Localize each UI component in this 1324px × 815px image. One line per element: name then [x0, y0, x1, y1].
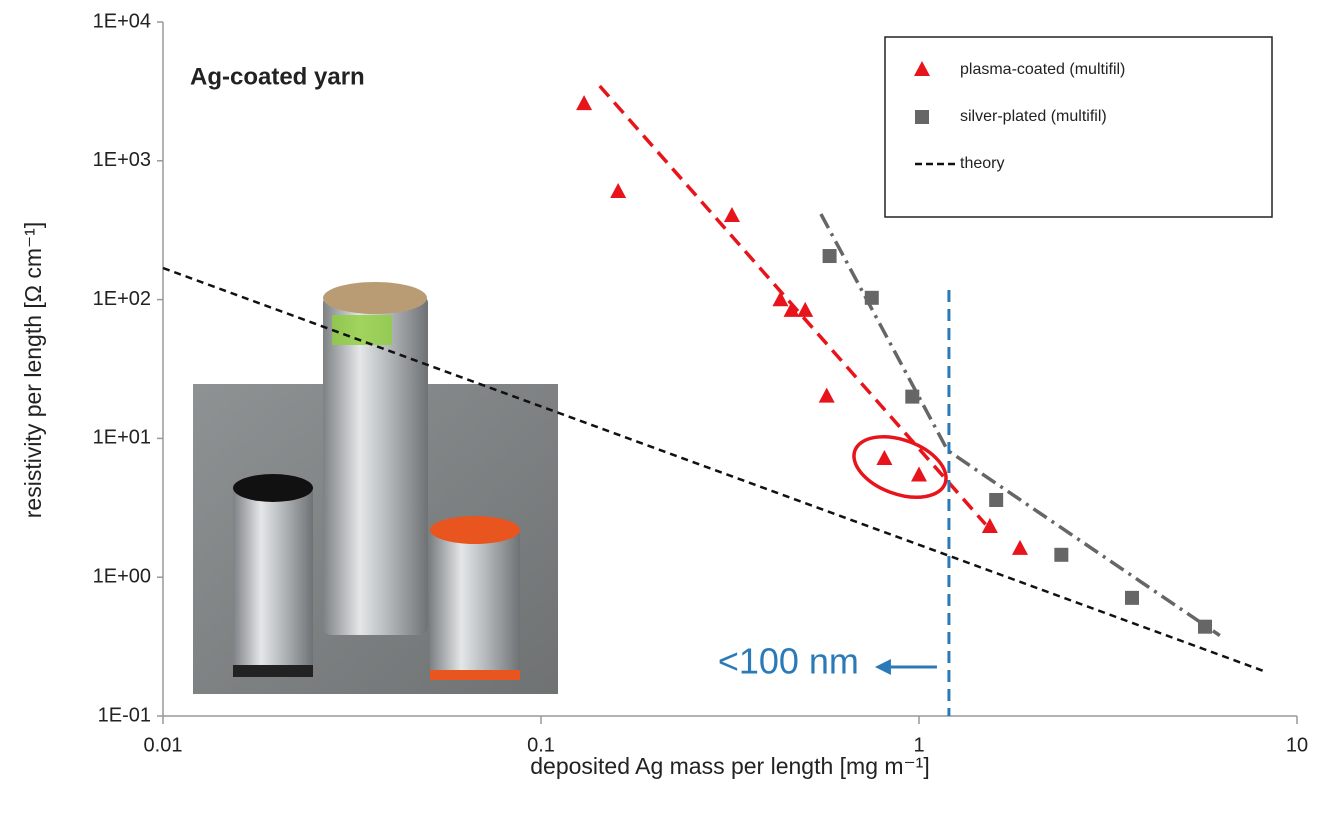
square-point	[1198, 619, 1213, 634]
legend-swatch	[914, 61, 930, 76]
square-point	[822, 249, 837, 264]
triangle-point	[818, 387, 835, 403]
y-tick-label: 1E+04	[93, 10, 151, 32]
x-tick-label: 0.01	[144, 734, 183, 756]
y-tick-label: 1E+01	[93, 427, 151, 449]
triangle-point	[911, 466, 927, 482]
x-tick-label: 0.1	[527, 734, 555, 756]
triangle-point	[783, 301, 800, 317]
yarn-photo	[193, 282, 558, 694]
legend	[884, 36, 1273, 218]
square-point	[989, 492, 1004, 507]
threshold-label: <100 nm	[718, 641, 859, 682]
triangle-point	[981, 517, 998, 533]
triangle-point	[876, 450, 893, 466]
legend-label: plasma-coated (multifil)	[960, 61, 1125, 78]
legend-label: silver-plated (multifil)	[960, 108, 1107, 125]
square-point	[1124, 590, 1139, 605]
square-point	[864, 290, 879, 305]
square-point	[1054, 547, 1069, 562]
theory-line	[162, 266, 1265, 673]
square-point	[905, 389, 920, 404]
x-tick-label: 10	[1286, 734, 1308, 756]
trend-line	[819, 213, 1221, 637]
y-axis-label: resistivity per length [Ω cm⁻¹]	[20, 222, 46, 518]
triangle-point	[610, 182, 627, 198]
triangle-point	[797, 301, 814, 317]
y-tick-label: 1E+02	[93, 288, 151, 310]
legend-swatch	[915, 110, 929, 124]
legend-label: theory	[960, 155, 1004, 172]
x-tick-label: 1	[913, 734, 924, 756]
highlight-ellipse	[852, 435, 948, 499]
plot-area	[162, 22, 1297, 717]
x-axis-label: deposited Ag mass per length [mg m⁻¹]	[530, 753, 930, 779]
y-tick-label: 1E+00	[93, 565, 151, 587]
triangle-point	[772, 291, 789, 307]
threshold-arrowhead	[874, 659, 891, 675]
triangle-point	[576, 95, 593, 111]
triangle-point	[1011, 539, 1028, 555]
y-tick-label: 1E-01	[98, 704, 151, 726]
y-tick-label: 1E+03	[93, 149, 151, 171]
chart-title: Ag-coated yarn	[190, 63, 365, 90]
triangle-point	[723, 207, 740, 223]
